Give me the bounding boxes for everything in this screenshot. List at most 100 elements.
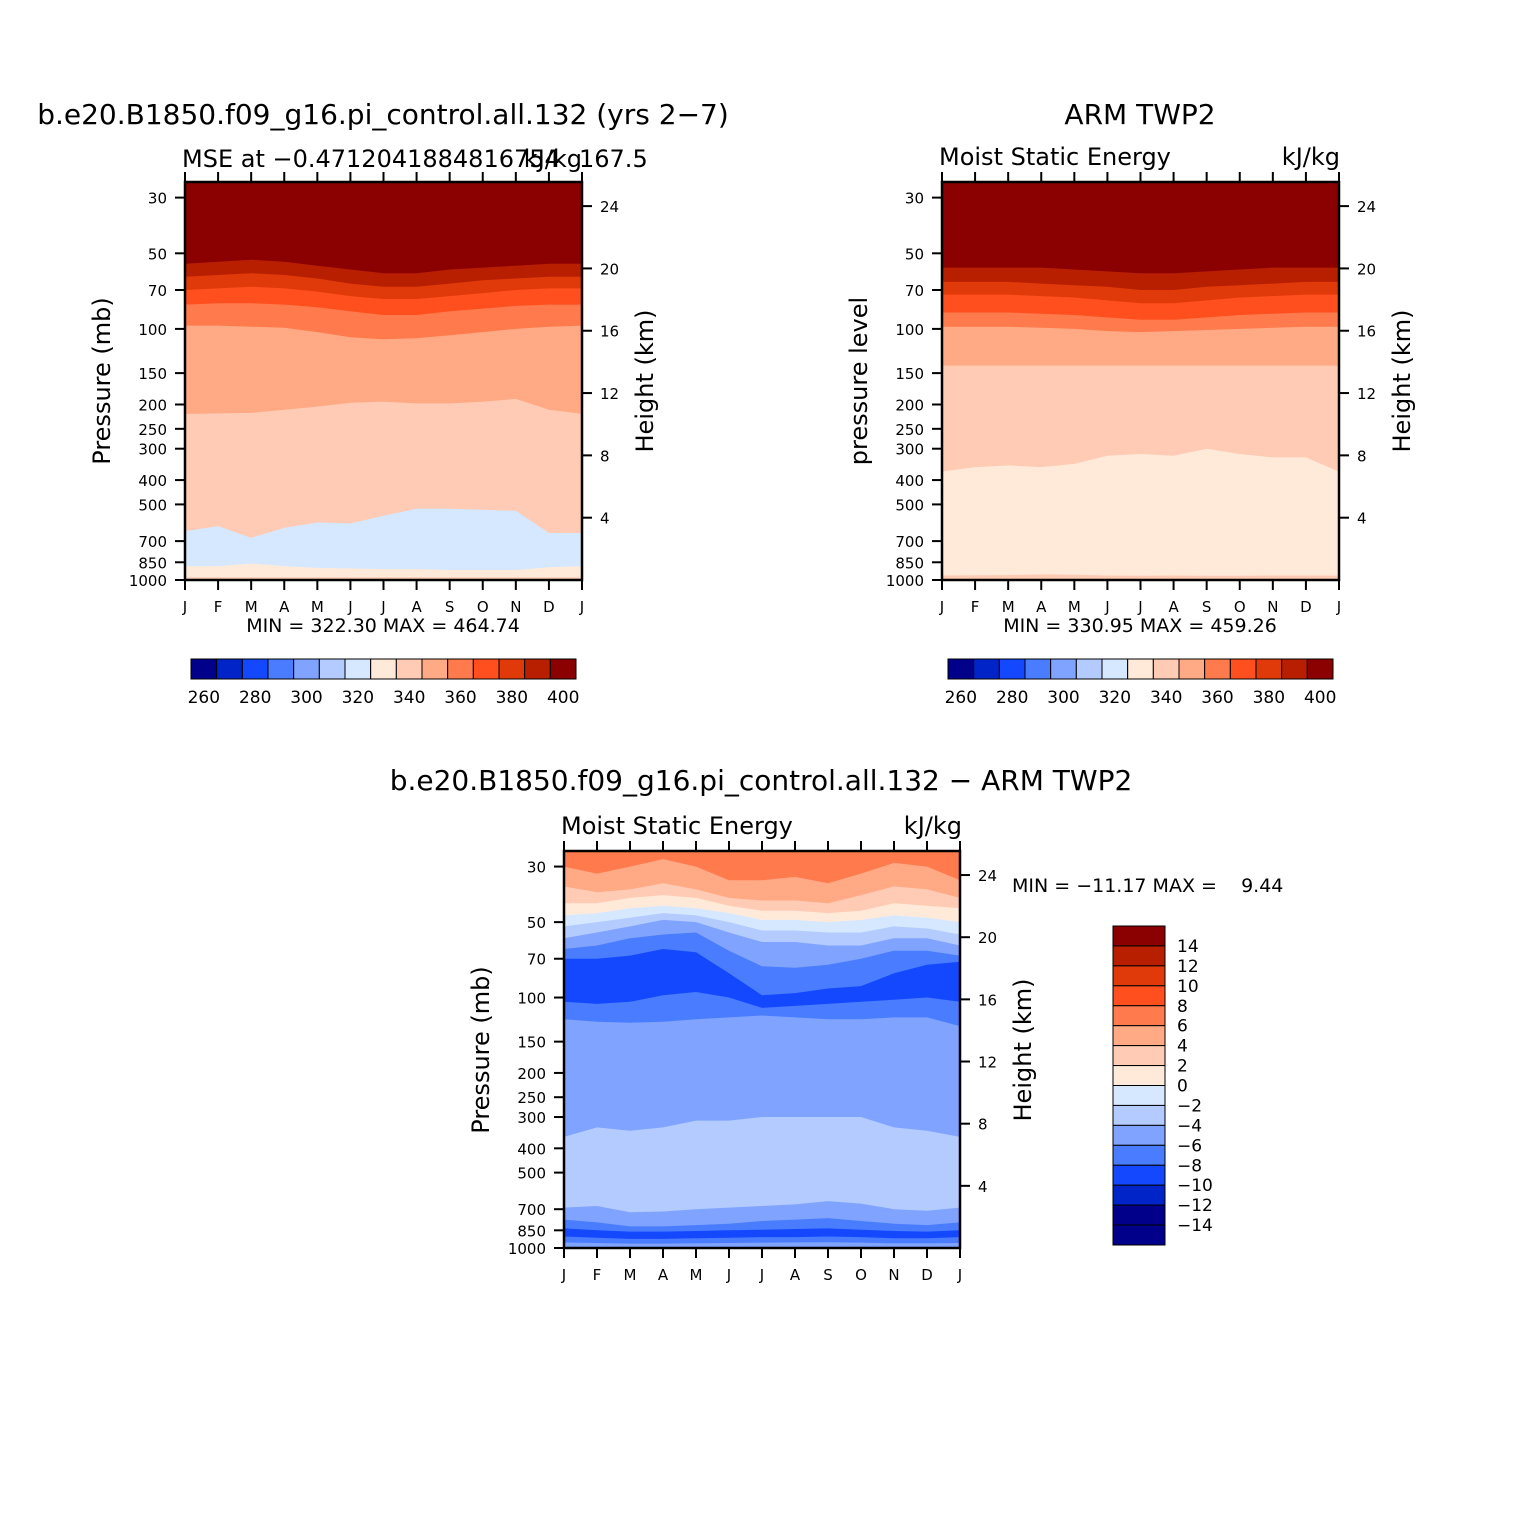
diff-colorbar-box (1112, 1184, 1166, 1206)
obs-x-tick-label: D (1300, 598, 1312, 616)
model-x-tick-label: A (411, 598, 422, 616)
model-y-tick-label: 300 (138, 441, 167, 459)
model-colorbar-box (318, 658, 346, 680)
model-contour-band-8 (185, 563, 582, 580)
obs-colorbar-box (1024, 658, 1052, 680)
model-subtitle-left: MSE at −0.4712041884816754 (182, 145, 560, 173)
model-colorbar-box (395, 658, 423, 680)
model-y-tick-label: 100 (138, 321, 167, 339)
diff-subtitle-right: kJ/kg (904, 812, 962, 840)
obs-colorbar-label: 300 (1047, 688, 1079, 708)
diff-colorbar-label: −12 (1177, 1196, 1213, 1216)
diff-x-tick-label: A (658, 1266, 669, 1284)
diff-colorbar-box (1112, 1025, 1166, 1047)
obs-y-tick-label: 200 (895, 396, 924, 414)
obs-y-tick-label: 30 (905, 190, 924, 208)
obs-y-tick-label: 100 (895, 321, 924, 339)
model-y-tick-label: 1000 (129, 572, 167, 590)
obs-y-tick-label: 700 (895, 533, 924, 551)
diff-colorbar-label: 4 (1177, 1037, 1188, 1057)
diff-y-tick-label: 250 (517, 1089, 546, 1107)
diff-y-right-tick-label: 24 (978, 867, 997, 885)
model-colorbar-box (190, 658, 218, 680)
diff-colorbar-box (1112, 925, 1166, 947)
obs-x-tick-label: M (1068, 598, 1081, 616)
diff-colorbar-label: 0 (1177, 1077, 1188, 1097)
model-x-tick-label: N (510, 598, 521, 616)
diff-colorbar-label: −8 (1177, 1156, 1202, 1176)
model-y-tick-label: 30 (148, 190, 167, 208)
diff-colorbar-label: −4 (1177, 1116, 1202, 1136)
obs-min-max: MIN = 330.95 MAX = 459.26 (1003, 615, 1277, 637)
obs-y-axis-right-label: Height (km) (1388, 310, 1416, 453)
obs-y-tick-label: 400 (895, 472, 924, 490)
diff-x-tick-label: N (888, 1266, 899, 1284)
diff-colorbar-box (1112, 1065, 1166, 1086)
panel-model: b.e20.B1850.f09_g16.pi_control.all.132 (… (37, 98, 729, 708)
model-colorbar: 260 280 300 320 340 360 380 400 (188, 658, 579, 708)
diff-colorbar-label: −6 (1177, 1136, 1202, 1156)
diff-subtitle-left: Moist Static Energy (561, 812, 793, 840)
model-x-tick-label: F (214, 598, 223, 616)
diff-y-right-tick-label: 16 (978, 991, 997, 1009)
model-colorbar-label: 280 (239, 688, 271, 708)
obs-main-title: ARM TWP2 (1064, 98, 1215, 131)
obs-y-tick-label: 850 (895, 554, 924, 572)
obs-y-tick-label: 70 (905, 282, 924, 300)
diff-y-tick-label: 30 (527, 859, 546, 877)
model-x-tick-label: A (279, 598, 290, 616)
diff-colorbar-box (1112, 985, 1166, 1007)
diff-colorbar-box (1112, 945, 1166, 967)
model-colorbar-box (216, 658, 243, 680)
model-colorbar-box (241, 658, 269, 680)
diff-colorbar-label: 12 (1177, 957, 1199, 977)
model-colorbar-label: 300 (290, 688, 322, 708)
obs-colorbar-label: 340 (1150, 688, 1182, 708)
obs-subtitle-right: kJ/kg (1282, 143, 1340, 171)
diff-x-tick-label: J (759, 1266, 764, 1284)
diff-y-tick-label: 850 (517, 1222, 546, 1240)
diff-y-tick-label: 1000 (508, 1240, 546, 1258)
diff-colorbar-label: −2 (1177, 1096, 1202, 1116)
diff-x-tick-label: J (726, 1266, 731, 1284)
diff-x-tick-label: A (790, 1266, 801, 1284)
obs-colorbar-box (973, 658, 1000, 680)
model-colorbar-label: 340 (393, 688, 425, 708)
obs-colorbar-box (1152, 658, 1180, 680)
obs-y-tick-label: 300 (895, 441, 924, 459)
model-colorbar-label: 400 (547, 688, 579, 708)
diff-colorbar-label: 10 (1177, 977, 1199, 997)
obs-colorbar-box (947, 658, 975, 680)
diff-colorbar-label: −14 (1177, 1216, 1213, 1236)
obs-colorbar-box (1306, 658, 1334, 680)
obs-contour-band-8 (942, 574, 1339, 580)
model-y-tick-label: 250 (138, 421, 167, 439)
diff-colorbar-label: 8 (1177, 997, 1188, 1017)
obs-contour-band-7 (942, 448, 1339, 580)
obs-y-axis-label: pressure level (845, 297, 873, 465)
obs-colorbar-box (1178, 658, 1206, 680)
diff-colorbar-label: 14 (1177, 937, 1199, 957)
diff-x-tick-label: F (593, 1266, 602, 1284)
diff-y-tick-label: 300 (517, 1109, 546, 1127)
diff-y-tick-label: 500 (517, 1165, 546, 1183)
obs-x-tick-label: N (1267, 598, 1278, 616)
diff-y-tick-label: 200 (517, 1065, 546, 1083)
model-x-tick-label: M (311, 598, 324, 616)
obs-x-tick-label: J (1336, 598, 1341, 616)
model-subtitle-extra: 167.5 (579, 145, 648, 173)
obs-colorbar-label: 280 (996, 688, 1028, 708)
obs-colorbar-box (1281, 658, 1308, 680)
model-x-tick-label: M (245, 598, 258, 616)
obs-colorbar-box (1255, 658, 1283, 680)
diff-y-tick-label: 70 (527, 951, 546, 969)
diff-colorbar-box (1112, 1204, 1166, 1226)
model-main-title: b.e20.B1850.f09_g16.pi_control.all.132 (… (37, 98, 729, 131)
diff-min-max: MIN = −11.17 MAX = 9.44 (1012, 875, 1283, 897)
model-y-tick-label: 70 (148, 282, 167, 300)
diff-contour-plot: J F M A M J J A S O N D J 30 50 70 100 150 200 250 300 400 500… (508, 841, 997, 1284)
diff-colorbar-label: −10 (1177, 1176, 1213, 1196)
model-y-axis-right-label: Height (km) (631, 310, 659, 453)
obs-y-right-tick-label: 8 (1357, 447, 1367, 465)
